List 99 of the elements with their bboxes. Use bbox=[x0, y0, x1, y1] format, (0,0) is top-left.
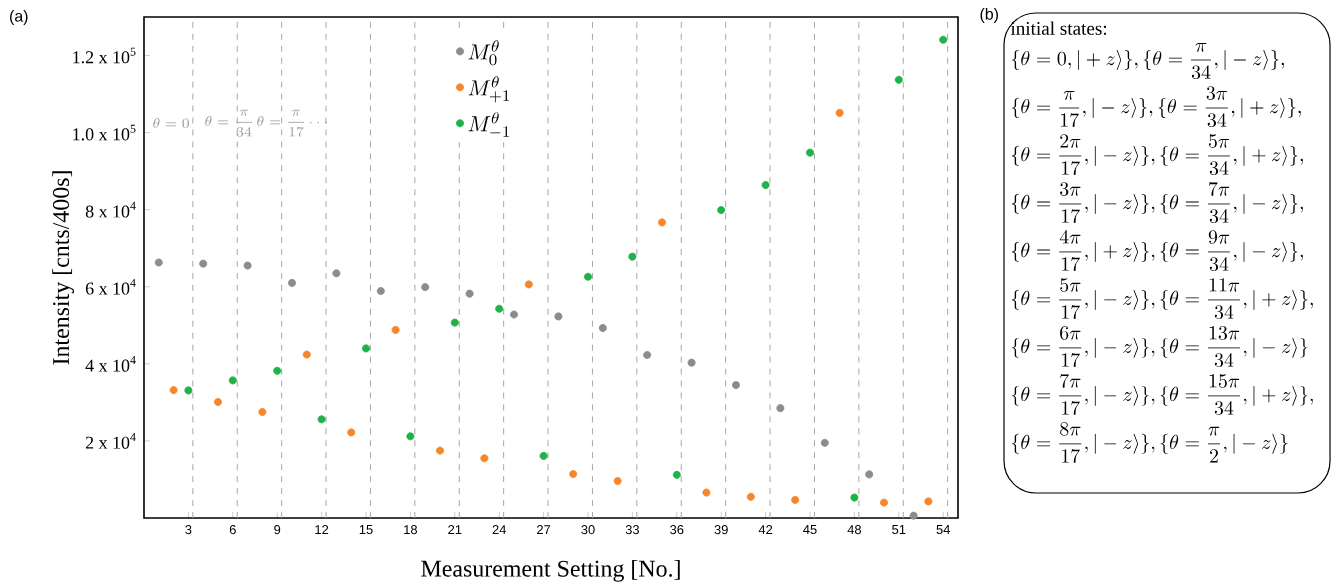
point bbox=[806, 148, 814, 157]
x-tick-label: 6 bbox=[229, 525, 236, 535]
text: $\{\theta=\frac{6\pi}{17},|-z\rangle\},\{\theta=\frac{13\pi}{34},|-z\rangle\}$ bbox=[1011, 326, 1308, 367]
point bbox=[406, 432, 415, 441]
text: (a) bbox=[10, 10, 28, 25]
point bbox=[909, 511, 918, 520]
point bbox=[421, 283, 430, 292]
point bbox=[850, 493, 859, 502]
y-tick-label: 8 x 10$^{4}$ bbox=[85, 201, 136, 218]
annotation: $\cdots$ bbox=[309, 121, 327, 124]
x-tick-label: 51 bbox=[892, 525, 906, 535]
y-tick-label: 4 x 10$^{4}$ bbox=[85, 356, 136, 372]
x-tick-label: 18 bbox=[404, 525, 418, 535]
point bbox=[880, 498, 888, 507]
point bbox=[717, 206, 726, 215]
point bbox=[436, 446, 444, 455]
annotation: $\theta=\frac{\pi}{34}$ bbox=[205, 109, 252, 137]
x-tick-label: 54 bbox=[936, 525, 951, 535]
x-tick-label: 48 bbox=[847, 525, 862, 535]
point bbox=[687, 358, 696, 367]
text: initial states: bbox=[1010, 21, 1107, 35]
point bbox=[214, 398, 222, 406]
point bbox=[939, 35, 948, 44]
text: $\{\theta=\frac{\pi}{17},|-z\rangle\},\{\theta=\frac{3\pi}{34},|+z\rangle\},$ bbox=[1011, 86, 1301, 128]
x-tick-label: 21 bbox=[448, 525, 462, 535]
point bbox=[362, 344, 370, 353]
x-tick-label: 3 bbox=[185, 525, 192, 535]
point bbox=[732, 381, 740, 390]
point bbox=[480, 454, 489, 463]
point bbox=[569, 470, 578, 479]
text: $\{\theta=\frac{2\pi}{17},|-z\rangle\},\{\theta=\frac{5\pi}{34},|+z\rangle\},$ bbox=[1011, 134, 1304, 176]
text: $\{\theta=\frac{7\pi}{17},|-z\rangle\},\{\theta=\frac{15\pi}{34},|+z\rangle\},$ bbox=[1011, 373, 1313, 415]
point bbox=[450, 318, 459, 327]
x-tick-label: 9 bbox=[274, 525, 281, 535]
point bbox=[332, 269, 341, 278]
point bbox=[791, 495, 800, 504]
legend-label: $M_{-1}^{\theta}$ bbox=[468, 112, 510, 137]
point bbox=[554, 312, 563, 321]
x-tick-label: 33 bbox=[625, 525, 640, 535]
point bbox=[894, 75, 903, 84]
point bbox=[524, 280, 533, 289]
x-tick-label: 36 bbox=[670, 525, 684, 535]
x-tick-label: 45 bbox=[803, 525, 817, 535]
x-axis-title: Measurement Setting [No.] bbox=[421, 559, 680, 582]
y-tick-label: 2 x 10$^{4}$ bbox=[85, 433, 136, 449]
text: $\{\theta=\frac{4\pi}{17},|+z\rangle\},\{\theta=\frac{9\pi}{34},|-z\rangle\},$ bbox=[1011, 229, 1304, 272]
point bbox=[761, 181, 770, 190]
x-tick-label: 27 bbox=[537, 525, 551, 535]
point bbox=[598, 324, 607, 332]
point bbox=[584, 272, 592, 281]
point bbox=[835, 108, 844, 117]
point bbox=[539, 451, 548, 460]
text: $\{\theta=\frac{5\pi}{17},|-z\rangle\},\{\theta=\frac{11\pi}{34},|+z\rangle\},$ bbox=[1011, 278, 1313, 319]
annotation: $\theta=0$ bbox=[153, 118, 189, 129]
text: $\{\theta=\frac{8\pi}{17},|-z\rangle\},\{\theta=\frac{\pi}{2},|-z\rangle\}$ bbox=[1011, 422, 1288, 463]
point bbox=[228, 376, 237, 385]
x-tick-label: 42 bbox=[758, 525, 773, 535]
y-tick-label: 6 x 10$^{4}$ bbox=[85, 278, 136, 295]
point bbox=[820, 438, 829, 447]
point bbox=[154, 258, 163, 267]
point bbox=[643, 350, 652, 359]
text: $\{\theta=\frac{3\pi}{17},|-z\rangle\},\{\theta=\frac{7\pi}{34},|-z\rangle\},$ bbox=[1011, 181, 1304, 224]
point bbox=[776, 404, 785, 413]
point bbox=[628, 252, 637, 261]
point bbox=[288, 278, 296, 287]
annotation: $\theta=\frac{\pi}{17}$ bbox=[257, 109, 304, 137]
x-tick-label: 39 bbox=[714, 525, 728, 535]
point bbox=[243, 261, 252, 270]
point bbox=[613, 477, 622, 485]
point bbox=[746, 492, 755, 501]
x-tick-label: 30 bbox=[581, 525, 595, 535]
y-tick-label: 1.2 x 10$^{5}$ bbox=[73, 47, 136, 64]
point bbox=[258, 408, 267, 417]
point bbox=[702, 488, 711, 497]
point bbox=[465, 289, 474, 298]
point bbox=[495, 304, 504, 313]
point bbox=[169, 386, 178, 395]
point bbox=[510, 310, 518, 319]
point bbox=[865, 470, 874, 479]
point bbox=[317, 415, 326, 424]
x-tick-label: 24 bbox=[492, 525, 507, 535]
y-axis-title: Intensity [cnts/400s] bbox=[52, 171, 75, 365]
legend-label: $M_{+1}^{\theta}$ bbox=[468, 76, 510, 103]
point bbox=[199, 259, 208, 268]
point bbox=[302, 350, 311, 359]
point bbox=[672, 470, 681, 479]
text: $\{\theta=0,|+z\rangle\},\{\theta=\frac{\pi}{34},|-z\rangle\},$ bbox=[1011, 42, 1285, 80]
point bbox=[184, 386, 193, 395]
point bbox=[273, 366, 282, 375]
legend-label: $M_0^{\theta}$ bbox=[468, 40, 499, 66]
text: (b) bbox=[980, 8, 998, 23]
point bbox=[391, 325, 400, 334]
point bbox=[376, 287, 385, 296]
point bbox=[924, 497, 933, 506]
point bbox=[658, 218, 666, 227]
x-tick-label: 15 bbox=[359, 525, 373, 535]
x-tick-label: 12 bbox=[315, 525, 329, 535]
y-tick-label: 1.0 x 10$^{5}$ bbox=[73, 124, 136, 141]
point bbox=[347, 428, 356, 437]
